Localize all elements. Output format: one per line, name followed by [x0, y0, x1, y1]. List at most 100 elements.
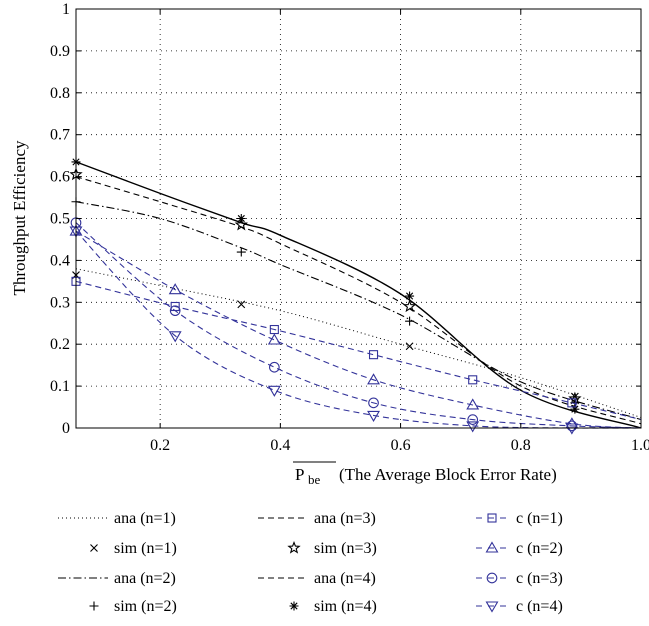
data-point-shape — [468, 375, 478, 385]
x-tick-label: 0.6 — [391, 437, 411, 454]
legend-swatch-marker — [485, 541, 499, 553]
grid — [76, 9, 641, 428]
data-point — [368, 397, 379, 409]
legend-label: ana (n=2) — [114, 570, 176, 587]
x-axis-label-subscript: be — [308, 472, 321, 487]
legend-label: sim (n=3) — [314, 540, 377, 557]
legend-label: sim (n=2) — [114, 598, 177, 615]
x-axis-label-text: (The Average Block Error Rate) — [339, 465, 557, 484]
y-tick-label: 1 — [62, 1, 70, 18]
legend-item: c (n=3) — [476, 570, 563, 587]
series-11 — [69, 226, 642, 435]
data-point — [467, 414, 479, 425]
x-axis-label-symbol: P — [295, 465, 304, 484]
legend-swatch — [289, 601, 299, 611]
data-point-shape — [570, 404, 580, 414]
data-point — [168, 331, 182, 343]
data-point-shape — [565, 423, 579, 435]
data-point-shape — [466, 421, 480, 433]
legend: ana (n=1) ana (n=3) c (n=1) sim (n=1) sim (n… — [58, 510, 563, 615]
series-line — [75, 201, 642, 421]
data-point — [367, 373, 380, 385]
data-point — [568, 391, 582, 405]
legend-swatch-marker — [487, 513, 497, 523]
series-1 — [72, 271, 579, 401]
data-point-shape — [368, 350, 379, 360]
data-point-shape — [367, 410, 380, 423]
series-6 — [75, 161, 642, 429]
data-point — [565, 423, 579, 435]
legend-label: ana (n=3) — [314, 510, 376, 527]
series-line — [75, 268, 642, 418]
axis-ticks: 0.2 0.4 0.6 0.8 1.0 0 0.1 0.2 0.3 0.4 0.5 0.6 0.7 0.8… — [50, 1, 649, 454]
legend-swatch-shape — [289, 601, 299, 611]
legend-swatch-marker — [485, 601, 499, 613]
data-point — [236, 247, 246, 257]
y-tick-label: 0.4 — [50, 252, 70, 269]
data-point-shape — [367, 373, 380, 385]
data-point-shape — [405, 316, 415, 326]
legend-label: c (n=3) — [516, 570, 563, 587]
y-tick-label: 0.9 — [50, 43, 70, 60]
data-point — [405, 316, 415, 326]
data-point-shape — [405, 291, 415, 301]
legend-swatch — [287, 540, 301, 554]
data-point — [567, 398, 577, 408]
x-tick-label: 1.0 — [631, 437, 649, 454]
legend-swatch-shape — [287, 540, 301, 554]
data-point — [466, 398, 480, 410]
data-point — [237, 300, 246, 309]
x-tick-label: 0.4 — [270, 437, 290, 454]
y-tick-label: 0.3 — [50, 294, 70, 311]
legend-item: ana (n=1) — [58, 510, 176, 527]
x-tick-label: 0.8 — [511, 437, 531, 454]
legend-label: sim (n=4) — [314, 598, 377, 615]
legend-swatch-shape — [90, 544, 98, 552]
data-point-shape — [237, 300, 246, 309]
legend-label: c (n=2) — [516, 540, 563, 557]
data-point-shape — [466, 398, 480, 410]
legend-item: sim (n=1) — [90, 540, 177, 557]
y-tick-label: 0.1 — [50, 378, 70, 395]
x-axis-label: P be (The Average Block Error Rate) — [293, 461, 557, 487]
legend-label: c (n=4) — [516, 598, 563, 615]
legend-item: c (n=1) — [476, 510, 563, 527]
data-point-shape — [402, 299, 417, 313]
data-point — [169, 305, 181, 317]
legend-item: c (n=4) — [476, 598, 563, 615]
data-point — [269, 361, 280, 373]
series-0 — [75, 268, 642, 418]
data-point — [402, 299, 417, 313]
data-point-shape — [169, 305, 181, 317]
legend-swatch-marker — [486, 572, 498, 584]
series-line — [75, 222, 642, 429]
data-point-shape — [234, 217, 248, 231]
legend-swatch-marker-shape — [485, 601, 499, 613]
y-tick-label: 0.5 — [50, 211, 70, 228]
data-point — [368, 350, 379, 360]
y-tick-label: 0 — [62, 420, 70, 437]
data-point-shape — [267, 333, 281, 345]
series-line — [75, 230, 642, 429]
y-tick-label: 0.8 — [50, 85, 70, 102]
data-point — [405, 291, 415, 301]
data-point-shape — [236, 247, 246, 257]
data-point — [267, 333, 281, 345]
data-point — [267, 385, 281, 397]
series-5 — [69, 167, 582, 405]
x-tick-label: 0.2 — [150, 437, 170, 454]
data-point — [168, 283, 182, 295]
legend-swatch-shape — [89, 601, 99, 611]
legend-label: c (n=1) — [516, 510, 563, 527]
legend-item: ana (n=2) — [58, 570, 176, 587]
data-point — [236, 214, 246, 223]
y-tick-label: 0.6 — [50, 169, 70, 186]
legend-item: c (n=2) — [476, 540, 563, 557]
data-point — [466, 421, 480, 433]
data-point-shape — [269, 361, 280, 373]
data-point-shape — [168, 331, 182, 343]
data-point — [405, 342, 414, 351]
data-point — [367, 410, 380, 423]
data-point-shape — [467, 414, 479, 425]
